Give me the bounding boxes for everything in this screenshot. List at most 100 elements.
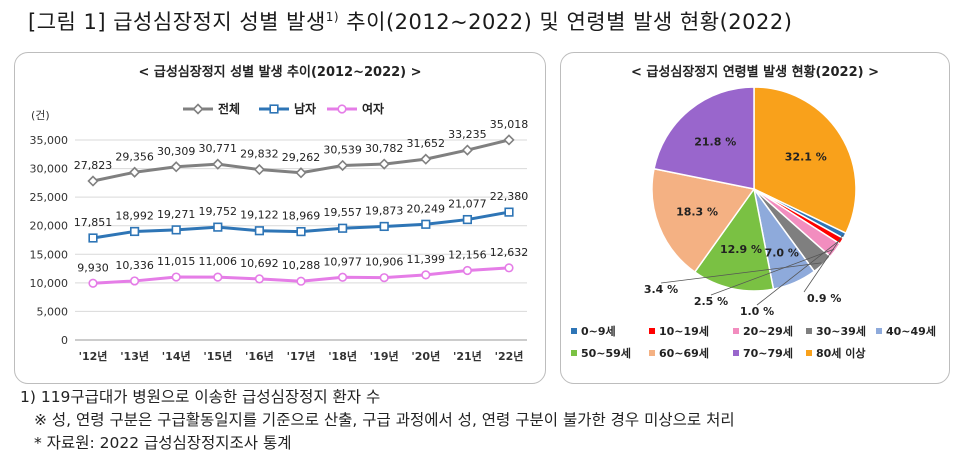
data-label: 19,752 bbox=[199, 205, 238, 218]
data-label: 29,262 bbox=[282, 151, 321, 164]
data-label: 30,771 bbox=[199, 142, 238, 155]
x-tick-label: '22년 bbox=[495, 349, 524, 363]
legend-swatch bbox=[876, 328, 882, 334]
legend-label: 30~39세 bbox=[816, 324, 866, 338]
slice-label: 21.8 % bbox=[694, 136, 736, 149]
slice-label: 7.0 % bbox=[765, 247, 799, 260]
data-point bbox=[379, 221, 389, 232]
footnote-2: ※ 성, 연령 구분은 구급활동일지를 기준으로 산출, 구급 과정에서 성, … bbox=[34, 411, 735, 429]
line-chart-title: < 급성심장정지 성별 발생 추이(2012~2022) > bbox=[138, 65, 422, 80]
data-point bbox=[130, 226, 140, 237]
data-label: 20,249 bbox=[407, 202, 446, 215]
legend-swatch bbox=[806, 328, 812, 334]
figure-title-main: [그림 1] 급성심장정지 성별 발생 bbox=[28, 10, 326, 34]
x-tick-label: '16년 bbox=[245, 349, 274, 363]
legend-label: 40~49세 bbox=[886, 324, 936, 338]
pie-slice bbox=[653, 86, 755, 190]
pie-slice bbox=[693, 187, 775, 292]
footnotes: 1) 119구급대가 병원으로 이송한 급성심장정지 환자 수 ※ 성, 연령 … bbox=[20, 386, 735, 455]
data-point bbox=[420, 153, 432, 165]
line-chart-panel: < 급성심장정지 성별 발생 추이(2012~2022) > (건) 0 5,000… bbox=[14, 52, 546, 384]
data-point bbox=[461, 144, 474, 156]
data-point bbox=[87, 175, 99, 187]
data-point bbox=[254, 274, 264, 284]
data-point bbox=[462, 214, 473, 225]
leader-line bbox=[710, 248, 834, 296]
data-point bbox=[213, 272, 223, 282]
legend-swatch bbox=[733, 328, 739, 334]
data-label: 10,288 bbox=[282, 259, 321, 272]
data-point bbox=[504, 207, 514, 217]
legend-swatch bbox=[571, 350, 577, 356]
data-label: 19,122 bbox=[240, 209, 279, 222]
data-point bbox=[170, 161, 182, 173]
x-tick-label: '14년 bbox=[162, 349, 191, 363]
data-label: 33,235 bbox=[448, 128, 487, 141]
x-tick-label: '15년 bbox=[203, 349, 232, 363]
data-label: 17,851 bbox=[74, 216, 113, 229]
legend-marker bbox=[192, 103, 204, 115]
data-label: 10,977 bbox=[323, 255, 362, 268]
data-point bbox=[88, 278, 98, 288]
data-label: 30,782 bbox=[365, 142, 404, 155]
legend-label: 여자 bbox=[362, 101, 384, 116]
data-label: 11,399 bbox=[407, 253, 446, 266]
figure-title-footnote-mark: 1) bbox=[325, 10, 340, 24]
data-label: 31,652 bbox=[407, 137, 446, 150]
data-point bbox=[128, 166, 141, 178]
data-point bbox=[88, 233, 98, 243]
legend-swatch bbox=[649, 350, 655, 356]
slice-label: 0.9 % bbox=[807, 292, 841, 305]
footnote-1: 1) 119구급대가 병원으로 이송한 급성심장정지 환자 수 bbox=[20, 388, 381, 406]
y-tick-label: 30,000 bbox=[30, 163, 69, 176]
legend-label: 전체 bbox=[218, 101, 240, 116]
slice-label: 12.9 % bbox=[720, 243, 762, 256]
legend-label: 60~69세 bbox=[659, 346, 709, 360]
legend-swatch bbox=[649, 328, 655, 334]
legend-swatch bbox=[806, 350, 812, 356]
footnote-3: * 자료원: 2022 급성심장정지조사 통계 bbox=[34, 434, 292, 452]
legend-label: 0~9세 bbox=[581, 324, 616, 338]
y-tick-label: 5,000 bbox=[37, 305, 69, 318]
leader-line bbox=[803, 234, 844, 293]
legend-marker bbox=[269, 104, 279, 114]
data-point bbox=[503, 134, 515, 146]
data-point bbox=[504, 263, 514, 273]
slice-label: 2.5 % bbox=[694, 295, 728, 308]
x-tick-label: '19년 bbox=[370, 349, 399, 363]
data-label: 22,380 bbox=[490, 190, 529, 203]
legend-swatch bbox=[733, 350, 739, 356]
data-label: 10,906 bbox=[365, 256, 404, 269]
data-label: 18,992 bbox=[115, 209, 154, 222]
legend-label: 남자 bbox=[294, 101, 316, 116]
y-tick-label: 35,000 bbox=[30, 134, 69, 147]
data-label: 12,632 bbox=[490, 246, 529, 259]
line-chart: (건) 0 5,000 10,000 15,000 20,000 25,000 30,000 3… bbox=[30, 101, 529, 363]
data-point bbox=[212, 158, 224, 170]
data-point bbox=[296, 276, 306, 286]
leader-line bbox=[756, 239, 841, 306]
y-tick-label: 0 bbox=[61, 334, 68, 347]
x-tick-label: '21년 bbox=[453, 349, 482, 363]
data-label: 11,015 bbox=[157, 255, 196, 268]
data-point bbox=[336, 159, 349, 172]
x-tick-label: '17년 bbox=[287, 349, 316, 363]
legend-label: 70~79세 bbox=[743, 346, 793, 360]
legend-swatch bbox=[571, 328, 577, 334]
data-point bbox=[213, 222, 223, 232]
data-point bbox=[254, 226, 265, 236]
data-label: 29,832 bbox=[240, 148, 279, 161]
y-tick-label: 20,000 bbox=[30, 220, 69, 233]
data-point bbox=[295, 167, 307, 179]
data-point bbox=[253, 163, 266, 176]
x-tick-label: '18년 bbox=[328, 349, 357, 363]
slice-label: 32.1 % bbox=[785, 150, 827, 163]
data-point bbox=[129, 276, 140, 286]
data-label: 9,930 bbox=[77, 261, 109, 274]
data-label: 19,271 bbox=[157, 208, 196, 221]
pie-slice bbox=[753, 86, 857, 235]
data-label: 10,336 bbox=[115, 259, 154, 272]
figure-title: [그림 1] 급성심장정지 성별 발생1) 추이(2012~2022) 및 연령… bbox=[28, 6, 792, 36]
legend-label: 80세 이상 bbox=[816, 346, 866, 360]
x-tick-label: '12년 bbox=[79, 349, 108, 363]
